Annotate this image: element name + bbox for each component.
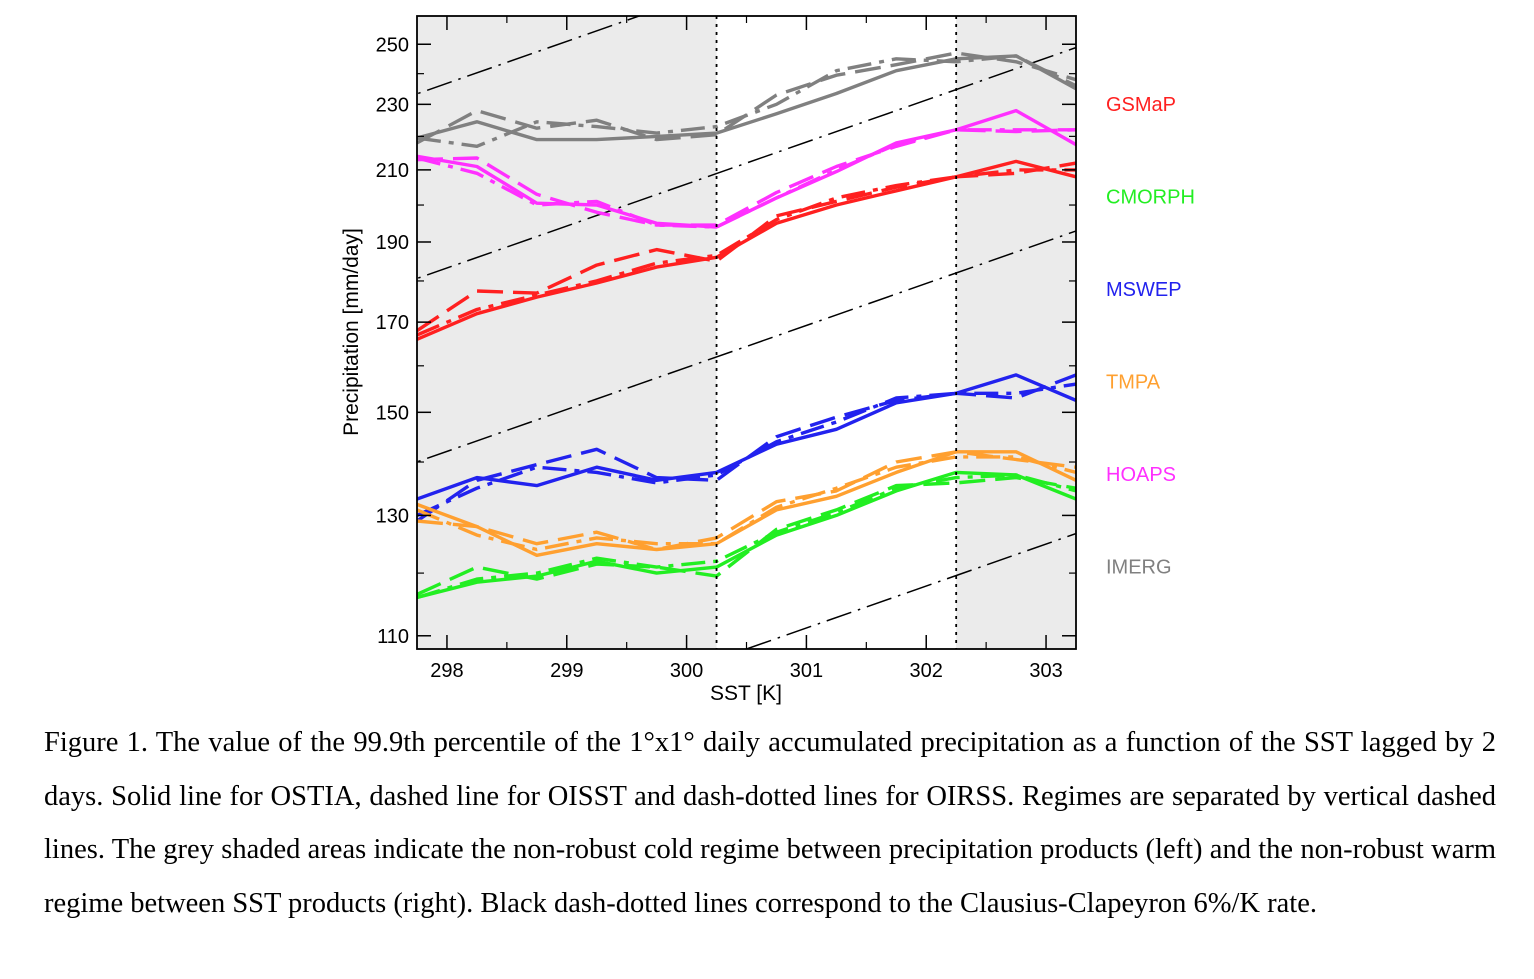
x-tick-label: 301	[790, 660, 823, 682]
cc-reference-line-1	[417, 16, 642, 95]
figure-caption: Figure 1. The value of the 99.9th percen…	[44, 727, 1496, 919]
series-line-gsmap-oirss	[417, 168, 1076, 337]
legend-entry-tmpa: TMPA	[1106, 372, 1161, 394]
series-line-cmorph-oirss	[417, 473, 1076, 600]
cc-reference-line-4	[746, 532, 1076, 649]
series-line-tmpa-oisst	[417, 450, 1076, 552]
y-tick-label: 110	[377, 626, 409, 648]
x-tick-label: 299	[550, 660, 583, 682]
shaded-region-1	[417, 16, 717, 649]
y-tick-label: 230	[376, 94, 409, 116]
x-tick-label: 302	[910, 660, 943, 682]
legend-entry-cmorph: CMORPH	[1106, 187, 1195, 209]
y-tick-label: 210	[376, 160, 409, 182]
y-tick-label: 130	[376, 505, 409, 527]
series-line-tmpa-ostia	[417, 450, 1076, 557]
cc-reference-line-3	[417, 230, 1076, 463]
series-line-cmorph-oisst	[417, 475, 1076, 596]
cc-reference-line-2	[417, 46, 1076, 280]
legend-entry-hoaps: HOAPS	[1106, 464, 1176, 486]
legend-entry-mswep: MSWEP	[1106, 279, 1182, 301]
series-line-mswep-oirss	[417, 382, 1076, 517]
y-tick-label: 190	[376, 232, 409, 254]
y-axis-label: Precipitation [mm/day]	[340, 228, 363, 436]
precipitation-sst-chart: 298 299 300 301 302 303 110 130 150 170 190 210 230 2…	[340, 15, 1195, 705]
x-tick-label: 298	[430, 660, 463, 682]
series-line-hoaps-oirss	[417, 128, 1076, 229]
shaded-region-2	[956, 16, 1076, 649]
y-tick-label: 170	[376, 312, 409, 334]
series-line-imerg-oirss	[417, 54, 1076, 149]
y-tick-label: 150	[376, 402, 409, 424]
x-axis-label: SST [K]	[710, 682, 782, 705]
x-tick-label: 300	[670, 660, 703, 682]
x-tick-label: 303	[1029, 660, 1062, 682]
series-line-mswep-ostia	[417, 373, 1076, 501]
legend-entry-gsmap: GSMaP	[1106, 94, 1176, 116]
legend-entry-imerg: IMERG	[1106, 557, 1172, 579]
series-line-imerg-ostia	[417, 54, 1076, 142]
series-line-tmpa-oirss	[417, 455, 1076, 552]
series-line-hoaps-oisst	[417, 128, 1076, 227]
y-tick-label: 250	[376, 34, 409, 56]
